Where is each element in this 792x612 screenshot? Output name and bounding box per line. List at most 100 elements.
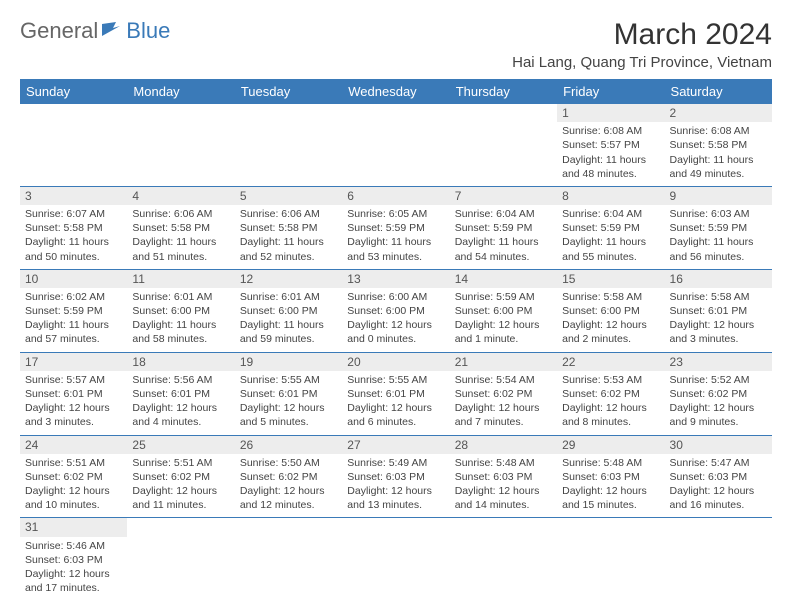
day-cell: 22 Sunrise: 5:53 AMSunset: 6:02 PMDayligh… [557,352,664,435]
sunrise-text: Sunrise: 6:08 AM [670,124,767,138]
sunrise-text: Sunrise: 5:54 AM [455,373,552,387]
day-number: 12 [235,270,342,288]
sunrise-text: Sunrise: 6:01 AM [132,290,229,304]
day-number: 3 [20,187,127,205]
sunrise-text: Sunrise: 5:55 AM [240,373,337,387]
day-cell [665,518,772,600]
day-cell [342,104,449,186]
daylight-text: Daylight: 12 hours [562,318,659,332]
daylight-text: and 59 minutes. [240,332,337,346]
calendar-body: 1Sunrise: 6:08 AMSunset: 5:57 PMDaylight… [20,104,772,600]
daylight-text: Daylight: 12 hours [132,401,229,415]
daylight-text: Daylight: 12 hours [562,401,659,415]
daylight-text: and 7 minutes. [455,415,552,429]
sunrise-text: Sunrise: 6:00 AM [347,290,444,304]
sunset-text: Sunset: 6:00 PM [347,304,444,318]
daylight-text: and 51 minutes. [132,250,229,264]
sunset-text: Sunset: 6:03 PM [455,470,552,484]
sunset-text: Sunset: 6:01 PM [240,387,337,401]
day-cell: 17Sunrise: 5:57 AMSunset: 6:01 PMDayligh… [20,352,127,435]
sunset-text: Sunset: 5:58 PM [670,138,767,152]
daylight-text: Daylight: 11 hours [455,235,552,249]
day-number: 21 [450,353,557,371]
week-row: 3Sunrise: 6:07 AMSunset: 5:58 PMDaylight… [20,186,772,269]
day-number: 22 [557,353,664,371]
daylight-text: Daylight: 12 hours [25,567,122,581]
daylight-text: and 16 minutes. [670,498,767,512]
week-row: 1Sunrise: 6:08 AMSunset: 5:57 PMDaylight… [20,104,772,186]
daylight-text: Daylight: 12 hours [455,401,552,415]
day-cell: 2Sunrise: 6:08 AMSunset: 5:58 PMDaylight… [665,104,772,186]
day-number: 25 [127,436,234,454]
sunset-text: Sunset: 6:00 PM [132,304,229,318]
daylight-text: and 12 minutes. [240,498,337,512]
sunrise-text: Sunrise: 5:49 AM [347,456,444,470]
day-cell: 7Sunrise: 6:04 AMSunset: 5:59 PMDaylight… [450,186,557,269]
day-number: 7 [450,187,557,205]
day-cell: 8Sunrise: 6:04 AMSunset: 5:59 PMDaylight… [557,186,664,269]
daylight-text: Daylight: 11 hours [25,235,122,249]
daylight-text: Daylight: 12 hours [562,484,659,498]
calendar-table: Sunday Monday Tuesday Wednesday Thursday… [20,79,772,600]
daylight-text: and 56 minutes. [670,250,767,264]
day-cell: 4Sunrise: 6:06 AMSunset: 5:58 PMDaylight… [127,186,234,269]
daylight-text: Daylight: 12 hours [240,484,337,498]
sunset-text: Sunset: 5:58 PM [240,221,337,235]
col-monday: Monday [127,79,234,104]
day-cell: 14Sunrise: 5:59 AMSunset: 6:00 PMDayligh… [450,269,557,352]
daylight-text: Daylight: 11 hours [240,235,337,249]
day-cell [235,104,342,186]
daylight-text: Daylight: 11 hours [132,235,229,249]
sunrise-text: Sunrise: 6:01 AM [240,290,337,304]
daylight-text: Daylight: 12 hours [347,401,444,415]
daylight-text: Daylight: 12 hours [670,318,767,332]
daylight-text: and 48 minutes. [562,167,659,181]
day-cell [342,518,449,600]
day-cell: 28Sunrise: 5:48 AMSunset: 6:03 PMDayligh… [450,435,557,518]
day-cell: 25Sunrise: 5:51 AMSunset: 6:02 PMDayligh… [127,435,234,518]
sunrise-text: Sunrise: 5:59 AM [455,290,552,304]
sunrise-text: Sunrise: 5:58 AM [670,290,767,304]
daylight-text: and 0 minutes. [347,332,444,346]
daylight-text: and 14 minutes. [455,498,552,512]
sunrise-text: Sunrise: 5:51 AM [25,456,122,470]
sunrise-text: Sunrise: 6:05 AM [347,207,444,221]
col-thursday: Thursday [450,79,557,104]
day-number: 4 [127,187,234,205]
daylight-text: and 57 minutes. [25,332,122,346]
day-number: 20 [342,353,449,371]
day-cell: 9Sunrise: 6:03 AMSunset: 5:59 PMDaylight… [665,186,772,269]
sunset-text: Sunset: 6:03 PM [347,470,444,484]
sunset-text: Sunset: 5:59 PM [347,221,444,235]
title-block: March 2024 Hai Lang, Quang Tri Province,… [512,18,772,71]
sunset-text: Sunset: 6:01 PM [347,387,444,401]
daylight-text: and 17 minutes. [25,581,122,595]
daylight-text: and 4 minutes. [132,415,229,429]
day-cell [235,518,342,600]
page-title: March 2024 [512,18,772,52]
day-cell: 23Sunrise: 5:52 AMSunset: 6:02 PMDayligh… [665,352,772,435]
day-cell: 1Sunrise: 6:08 AMSunset: 5:57 PMDaylight… [557,104,664,186]
sunrise-text: Sunrise: 5:55 AM [347,373,444,387]
daylight-text: and 52 minutes. [240,250,337,264]
sunrise-text: Sunrise: 5:53 AM [562,373,659,387]
sunset-text: Sunset: 5:58 PM [132,221,229,235]
day-number: 8 [557,187,664,205]
logo: General Blue [20,18,170,44]
day-cell: 26Sunrise: 5:50 AMSunset: 6:02 PMDayligh… [235,435,342,518]
daylight-text: Daylight: 11 hours [25,318,122,332]
sunrise-text: Sunrise: 6:02 AM [25,290,122,304]
daylight-text: Daylight: 12 hours [455,484,552,498]
day-number: 18 [127,353,234,371]
day-number: 10 [20,270,127,288]
daylight-text: Daylight: 11 hours [347,235,444,249]
sunset-text: Sunset: 5:59 PM [455,221,552,235]
daylight-text: and 58 minutes. [132,332,229,346]
day-number: 13 [342,270,449,288]
flag-icon [102,18,122,44]
sunset-text: Sunset: 6:02 PM [562,387,659,401]
day-cell: 18Sunrise: 5:56 AMSunset: 6:01 PMDayligh… [127,352,234,435]
week-row: 10Sunrise: 6:02 AMSunset: 5:59 PMDayligh… [20,269,772,352]
page-header: General Blue March 2024 Hai Lang, Quang … [20,18,772,71]
day-cell: 21Sunrise: 5:54 AMSunset: 6:02 PMDayligh… [450,352,557,435]
